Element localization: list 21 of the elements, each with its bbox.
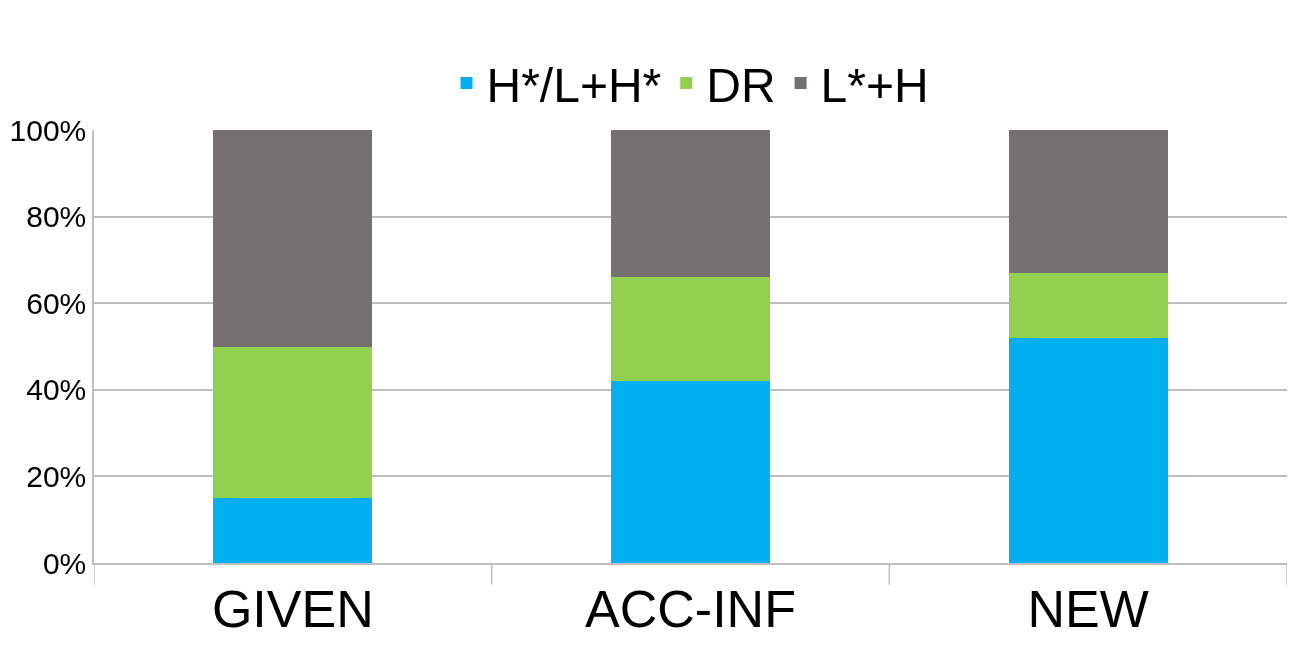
x-tick-label: ACC-INF [585, 580, 796, 639]
y-tick-label: 100% [9, 113, 87, 147]
x-tick-label: GIVEN [211, 580, 374, 639]
bar [1008, 272, 1168, 338]
y-tick-label: 20% [26, 459, 87, 493]
bar [213, 130, 373, 347]
x-tick-label: NEW [1027, 580, 1149, 639]
legend-label: L*+H [820, 58, 929, 112]
bar [610, 381, 771, 563]
y-tick-label: 40% [26, 373, 87, 407]
bar [610, 130, 771, 278]
legend-label: H*/L+H* [486, 58, 662, 112]
bar [610, 277, 771, 382]
legend-label: DR [706, 58, 776, 112]
bar [1008, 130, 1168, 273]
y-tick-label: 80% [26, 200, 87, 234]
bar [213, 346, 373, 499]
y-tick-label: 60% [26, 286, 87, 320]
bar [1008, 337, 1168, 563]
y-tick-label: 0% [42, 546, 87, 580]
bar [213, 498, 373, 563]
